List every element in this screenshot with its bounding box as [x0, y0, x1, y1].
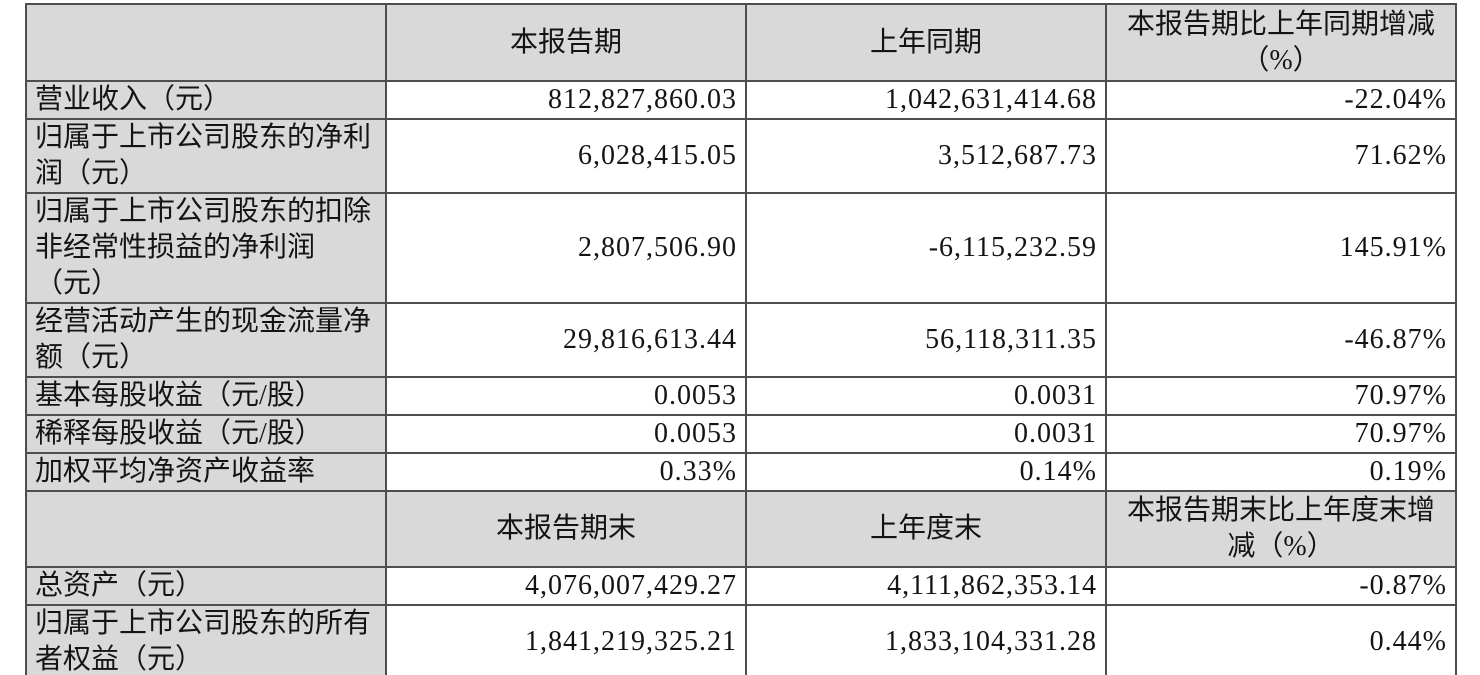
change-value: 70.97%	[1105, 414, 1457, 454]
empty-header-cell	[25, 490, 387, 568]
change-value: 71.62%	[1105, 118, 1457, 194]
table-row-operating-revenue: 营业收入（元） 812,827,860.03 1,042,631,414.68 …	[25, 80, 1457, 120]
prior-period-value: 0.0031	[745, 376, 1107, 416]
change-value: -22.04%	[1105, 80, 1457, 120]
table-row-net-profit: 归属于上市公司股东的净利润（元） 6,028,415.05 3,512,687.…	[25, 118, 1457, 194]
prior-period-value: 1,833,104,331.28	[745, 604, 1107, 675]
change-value: 0.19%	[1105, 452, 1457, 492]
column-header-period-end: 本报告期末	[385, 490, 747, 568]
change-value: -46.87%	[1105, 302, 1457, 378]
table-row-total-assets: 总资产（元） 4,076,007,429.27 4,111,862,353.14…	[25, 566, 1457, 606]
row-label: 经营活动产生的现金流量净额（元）	[25, 302, 387, 378]
current-period-value: 0.0053	[385, 376, 747, 416]
change-value: 145.91%	[1105, 192, 1457, 304]
financial-summary-table: 本报告期 上年同期 本报告期比上年同期增减（%） 营业收入（元） 812,827…	[25, 3, 1457, 675]
prior-period-value: 0.0031	[745, 414, 1107, 454]
table-row-shareholders-equity: 归属于上市公司股东的所有者权益（元） 1,841,219,325.21 1,83…	[25, 604, 1457, 675]
prior-period-value: 4,111,862,353.14	[745, 566, 1107, 606]
current-period-value: 4,076,007,429.27	[385, 566, 747, 606]
current-period-value: 6,028,415.05	[385, 118, 747, 194]
change-value: -0.87%	[1105, 566, 1457, 606]
row-label: 加权平均净资产收益率	[25, 452, 387, 492]
column-header-prior-year-end: 上年度末	[745, 490, 1107, 568]
row-label: 基本每股收益（元/股）	[25, 376, 387, 416]
current-period-value: 0.33%	[385, 452, 747, 492]
row-label: 归属于上市公司股东的扣除非经常性损益的净利润（元）	[25, 192, 387, 304]
row-label: 总资产（元）	[25, 566, 387, 606]
change-value: 0.44%	[1105, 604, 1457, 675]
prior-period-value: 56,118,311.35	[745, 302, 1107, 378]
change-value: 70.97%	[1105, 376, 1457, 416]
prior-period-value: 3,512,687.73	[745, 118, 1107, 194]
table-row-basic-eps: 基本每股收益（元/股） 0.0053 0.0031 70.97%	[25, 376, 1457, 416]
current-period-value: 1,841,219,325.21	[385, 604, 747, 675]
prior-period-value: -6,115,232.59	[745, 192, 1107, 304]
row-label: 稀释每股收益（元/股）	[25, 414, 387, 454]
period-header-row: 本报告期 上年同期 本报告期比上年同期增减（%）	[25, 3, 1457, 82]
row-label: 归属于上市公司股东的所有者权益（元）	[25, 604, 387, 675]
current-period-value: 29,816,613.44	[385, 302, 747, 378]
current-period-value: 812,827,860.03	[385, 80, 747, 120]
row-label: 归属于上市公司股东的净利润（元）	[25, 118, 387, 194]
table-row-net-profit-excl-nonrecurring: 归属于上市公司股东的扣除非经常性损益的净利润（元） 2,807,506.90 -…	[25, 192, 1457, 304]
table-row-weighted-avg-roe: 加权平均净资产收益率 0.33% 0.14% 0.19%	[25, 452, 1457, 492]
column-header-period-end-change: 本报告期末比上年度末增减（%）	[1105, 490, 1457, 568]
period-end-header-row: 本报告期末 上年度末 本报告期末比上年度末增减（%）	[25, 490, 1457, 568]
current-period-value: 0.0053	[385, 414, 747, 454]
prior-period-value: 1,042,631,414.68	[745, 80, 1107, 120]
column-header-period-change: 本报告期比上年同期增减（%）	[1105, 3, 1457, 82]
empty-header-cell	[25, 3, 387, 82]
prior-period-value: 0.14%	[745, 452, 1107, 492]
row-label: 营业收入（元）	[25, 80, 387, 120]
column-header-prior-period: 上年同期	[745, 3, 1107, 82]
current-period-value: 2,807,506.90	[385, 192, 747, 304]
table-row-operating-cash-flow: 经营活动产生的现金流量净额（元） 29,816,613.44 56,118,31…	[25, 302, 1457, 378]
column-header-current-period: 本报告期	[385, 3, 747, 82]
table-row-diluted-eps: 稀释每股收益（元/股） 0.0053 0.0031 70.97%	[25, 414, 1457, 454]
